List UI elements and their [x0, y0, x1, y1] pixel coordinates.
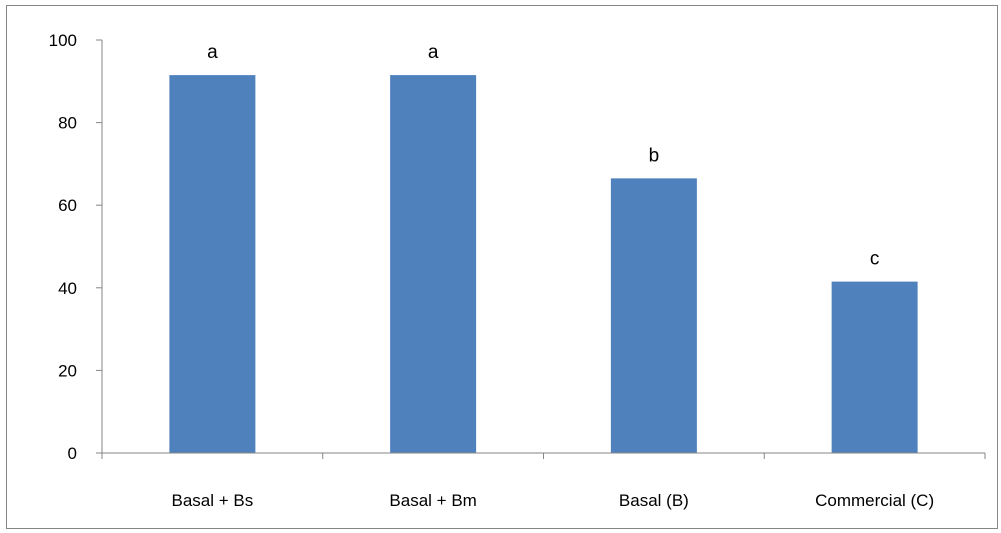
x-category-label: Basal + Bs: [172, 491, 254, 510]
bar-4: [831, 281, 918, 453]
x-category-label: Commercial (C): [815, 491, 934, 510]
y-tick-label-0: 0: [68, 444, 77, 463]
data-label: c: [870, 249, 880, 270]
y-tick-label-20: 20: [58, 361, 77, 380]
bars: [169, 75, 918, 454]
labels: 0 20 40 60 80 100 Basal + Bs Basal + Bm Basal (B…: [49, 31, 935, 510]
data-label: b: [649, 145, 660, 166]
bar-2: [390, 75, 477, 453]
data-label: a: [428, 42, 439, 63]
y-tick-label-80: 80: [58, 114, 77, 133]
data-label: a: [207, 42, 218, 63]
bar-3: [610, 178, 697, 454]
y-tick-label-100: 100: [49, 31, 77, 50]
axes: [96, 39, 986, 459]
x-category-label: Basal (B): [619, 491, 689, 510]
bar-1: [169, 75, 256, 453]
y-tick-label-60: 60: [58, 196, 77, 215]
y-tick-label-40: 40: [58, 279, 77, 298]
x-category-label: Basal + Bm: [389, 491, 476, 510]
